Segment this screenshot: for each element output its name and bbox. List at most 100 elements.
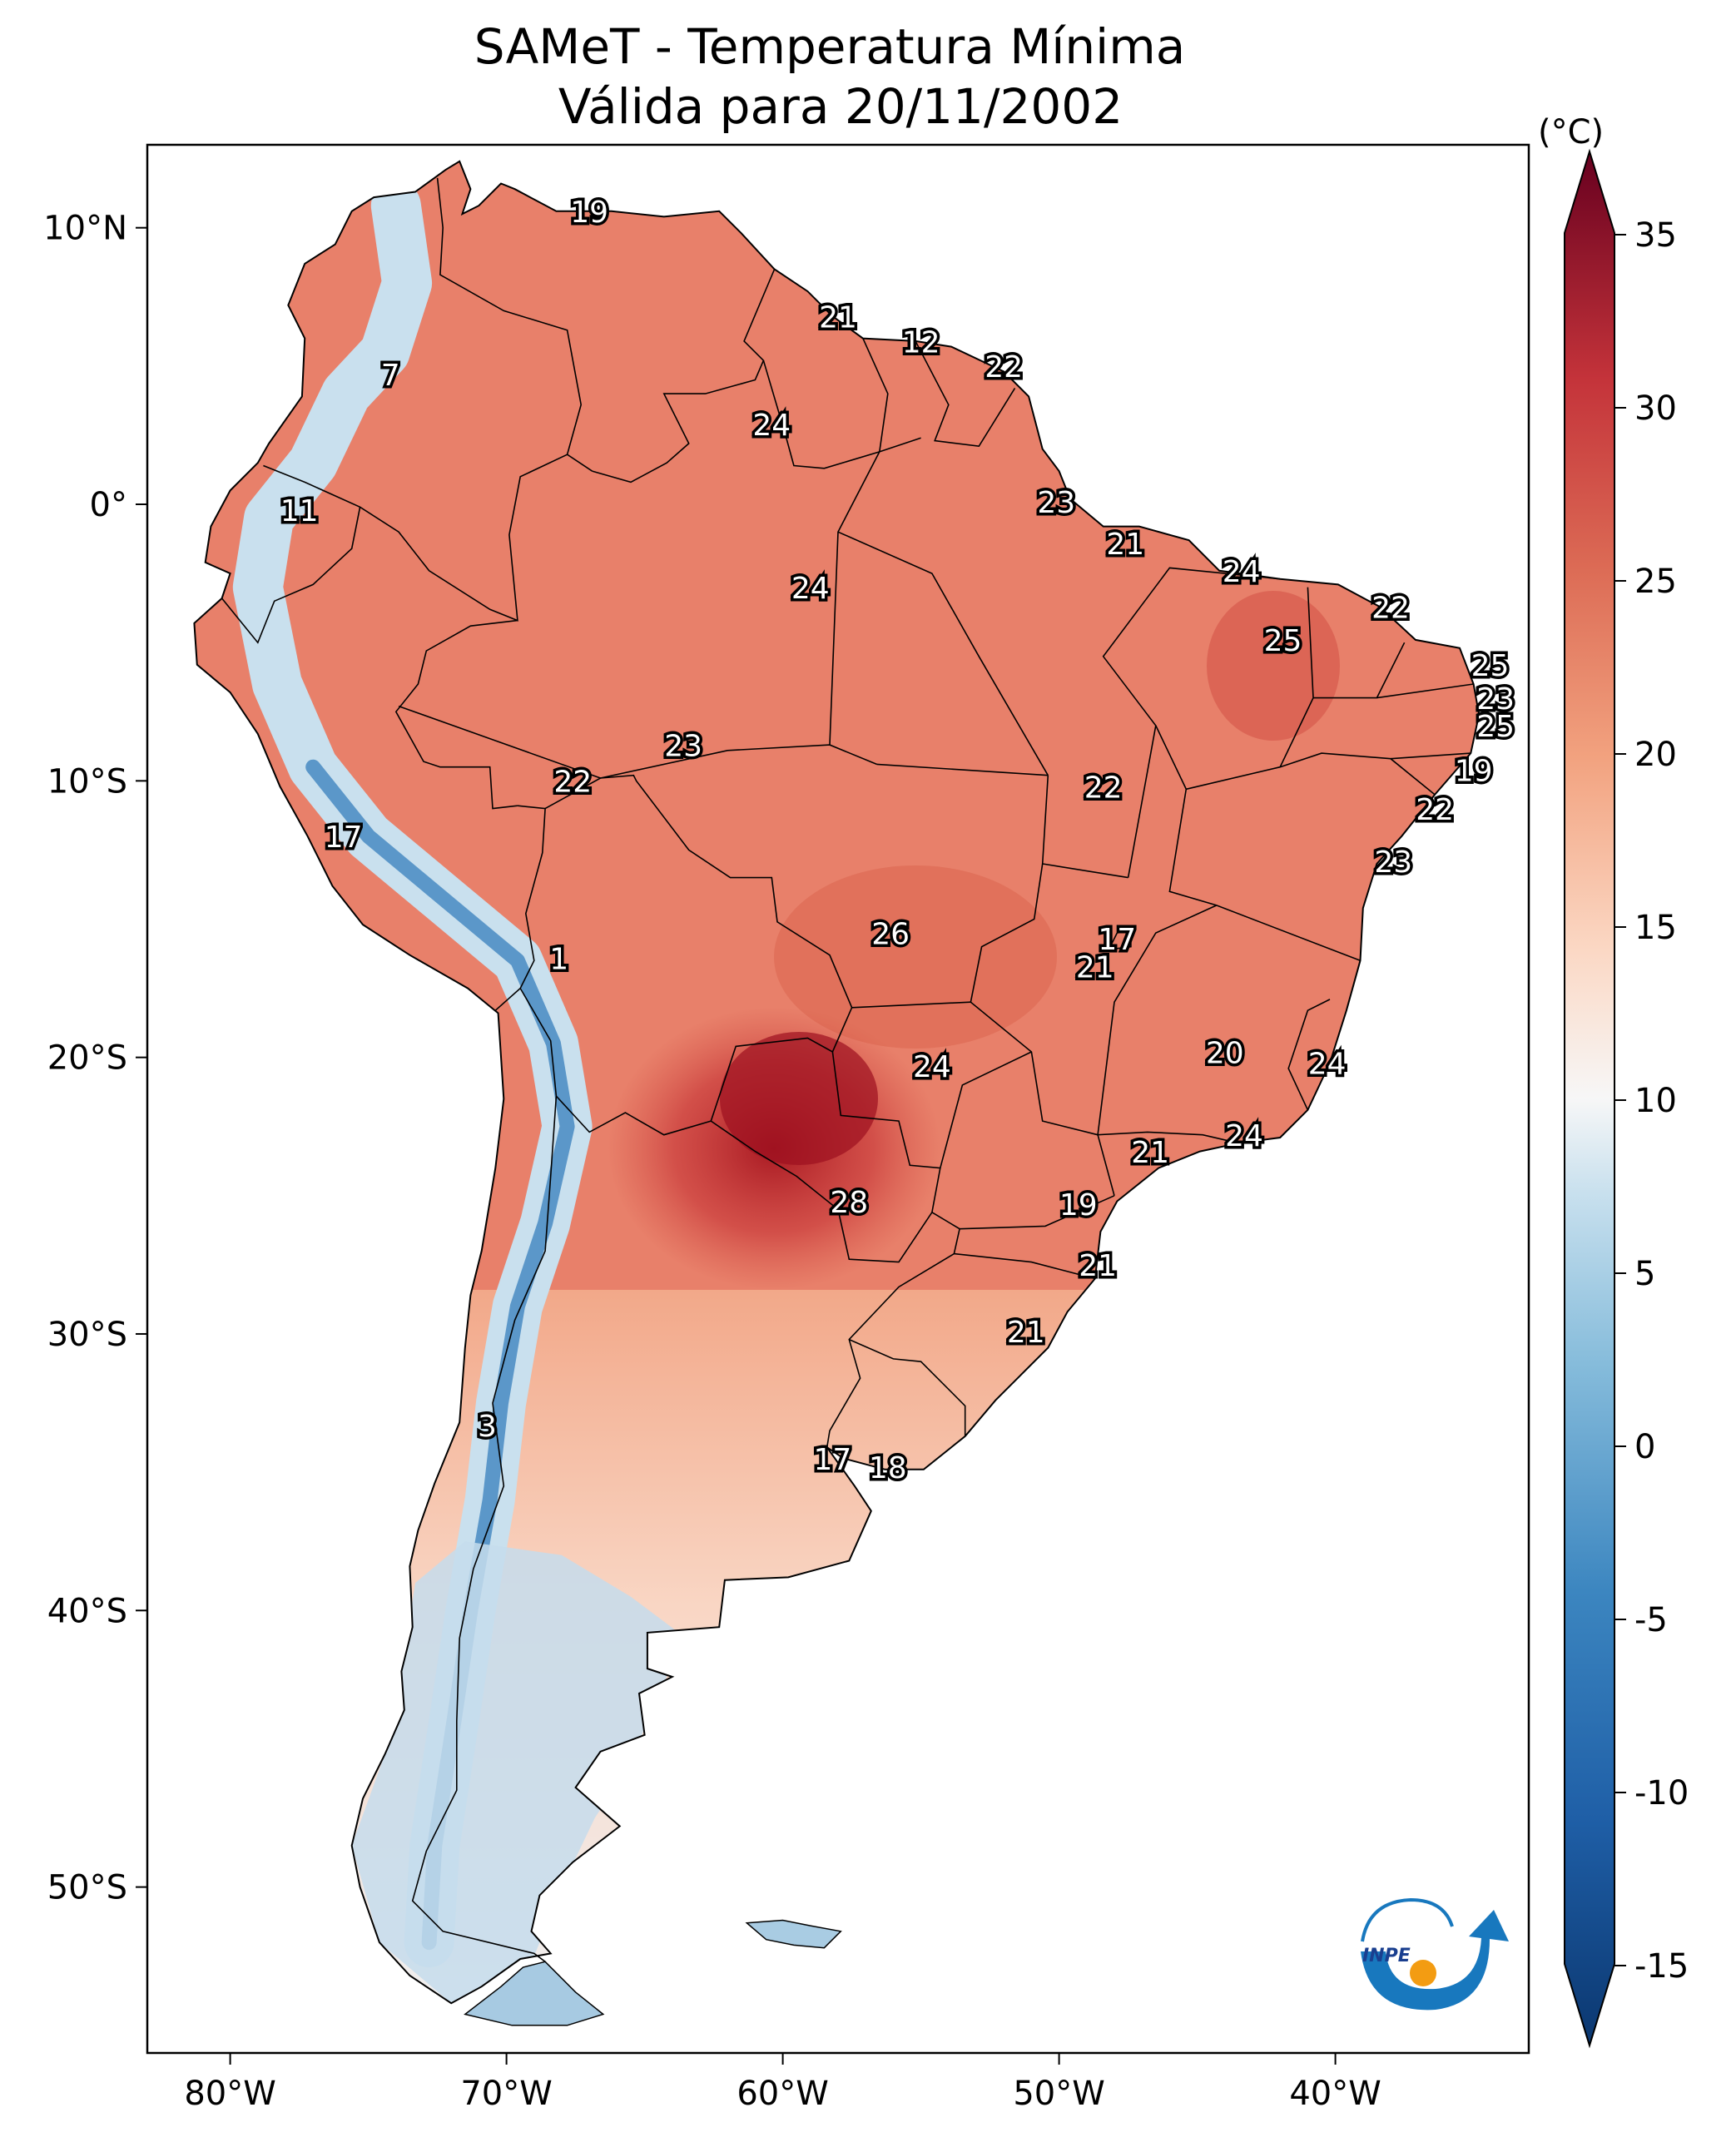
border-line	[940, 1051, 1032, 1168]
station-temperature-label: 21	[1007, 1316, 1045, 1350]
border-line	[1102, 567, 1281, 878]
longitude-ticks: 80°W 70°W 60°W 50°W 40°W	[184, 2053, 1381, 2113]
colorbar-ticks: 35 30 25 20 15 10 5 0 -5 -10 -15	[1614, 216, 1689, 1986]
border-line	[954, 1252, 1096, 1280]
border-line	[710, 1051, 941, 1263]
border-line	[1390, 752, 1471, 760]
border-line	[837, 531, 1049, 776]
station-temperature-label: 17	[813, 1443, 851, 1477]
station-temperature-label: 21	[1106, 528, 1144, 562]
station-temperature-label: 28	[830, 1186, 868, 1220]
lon-tick-label: 60°W	[737, 2075, 828, 2113]
border-line	[1042, 863, 1128, 879]
colorbar-tick-label: 5	[1634, 1255, 1655, 1293]
border-line	[1097, 905, 1239, 1144]
paraguay-hot-core	[720, 1032, 878, 1165]
latitude-ticks: 10°N 0° 10°S 20°S 30°S 40°S 50°S	[43, 210, 147, 1907]
lon-tick-label: 50°W	[1013, 2075, 1104, 2113]
northeast-warm-spot	[1207, 591, 1340, 741]
station-temperature-label: 21	[1076, 950, 1114, 984]
station-temperature-label: 19	[570, 196, 608, 230]
brasil-central-warm	[774, 865, 1057, 1049]
station-temperature-label: 19	[1455, 754, 1493, 788]
border-line	[960, 1195, 1115, 1230]
station-temperature-label: 22	[1416, 793, 1454, 827]
station-temperature-label: 26	[871, 917, 910, 951]
border-line	[398, 705, 601, 779]
colorbar-tick-label: 10	[1634, 1082, 1677, 1120]
station-temperature-label: 12	[902, 325, 940, 359]
border-line	[1376, 642, 1406, 698]
border-line	[1155, 725, 1361, 962]
lon-tick-label: 40°W	[1289, 2075, 1381, 2113]
station-temperature-label: 23	[1476, 682, 1515, 717]
border-line	[1108, 929, 1132, 950]
colorbar-tick-label: 15	[1634, 909, 1677, 947]
station-temperature-label: 11	[280, 494, 319, 528]
border-line	[592, 269, 776, 483]
station-temperature-label: 24	[1308, 1048, 1347, 1082]
station-temperature-label: 24	[1223, 555, 1261, 589]
falkland-islands	[745, 1919, 842, 1949]
lat-tick-label: 30°S	[47, 1316, 127, 1354]
border-line	[851, 1001, 971, 1009]
logo-text: INPE	[1362, 1946, 1411, 1966]
border-line	[762, 359, 921, 469]
lat-tick-label: 40°S	[47, 1592, 127, 1630]
border-line	[263, 454, 568, 622]
station-temperature-label: 23	[1374, 845, 1412, 880]
station-temperature-label: 19	[1059, 1188, 1098, 1222]
lon-tick-label: 80°W	[184, 2075, 275, 2113]
border-line	[876, 763, 1049, 776]
station-temperature-label: 17	[1098, 923, 1136, 957]
station-temperature-label: 21	[1079, 1249, 1117, 1283]
station-temperature-label: 22	[1371, 591, 1410, 625]
station-temperature-label: 22	[985, 350, 1023, 384]
station-temperature-label: 25	[1471, 649, 1510, 683]
station-temperature-label: 1	[549, 942, 568, 976]
lat-tick-label: 50°S	[47, 1869, 127, 1907]
colorbar-tick-label: 0	[1634, 1428, 1655, 1466]
tierra-del-fuego	[464, 1961, 605, 2026]
map-title: SAMeT - Temperatura Mínima	[474, 18, 1186, 75]
colorbar-tick-label: 25	[1634, 563, 1677, 601]
colorbar: (°C) 35 30 25 20 15 10 5 0 -5 -10 -15	[1538, 113, 1689, 2049]
station-temperature-label: 25	[1264, 624, 1302, 658]
lat-tick-label: 10°S	[47, 762, 127, 801]
border-line	[826, 1212, 961, 1448]
colorbar-unit: (°C)	[1538, 113, 1604, 151]
colorbar-tick-label: 35	[1634, 216, 1677, 255]
station-temperature-label: 17	[325, 821, 363, 855]
colorbar-tick-label: -10	[1634, 1774, 1689, 1812]
border-line	[848, 1338, 966, 1436]
station-temperature-label: 22	[1084, 771, 1123, 805]
lon-tick-label: 70°W	[460, 2075, 552, 2113]
border-line	[519, 774, 853, 1136]
station-temperature-label: 25	[1476, 710, 1515, 744]
logo-arc-icon	[1361, 1897, 1454, 1942]
station-temperature-label: 22	[553, 766, 592, 800]
patagonia-cold-region	[351, 1541, 687, 2004]
border-line	[1287, 999, 1331, 1111]
colorbar-tick-label: -15	[1634, 1947, 1689, 1986]
station-temperature-label: 21	[1131, 1136, 1169, 1170]
border-line	[221, 507, 361, 644]
map-frame	[146, 143, 1530, 2055]
station-temperature-label: 20	[1206, 1036, 1244, 1070]
station-temperature-label: 18	[869, 1451, 907, 1485]
country-and-state-borders	[221, 177, 1474, 2026]
lat-tick-label: 0°	[90, 486, 127, 524]
colorbar-tick-label: 30	[1634, 389, 1677, 428]
station-temperature-label: 24	[913, 1050, 951, 1084]
colorbar-bar	[1564, 148, 1615, 2049]
border-line	[411, 1096, 558, 2026]
coastline	[193, 160, 1481, 2005]
border-line	[436, 177, 593, 472]
border-line	[600, 744, 877, 779]
station-temperature-label: 3	[478, 1410, 497, 1444]
lat-tick-label: 20°S	[47, 1039, 127, 1078]
logo-sun-icon	[1410, 1960, 1436, 1986]
